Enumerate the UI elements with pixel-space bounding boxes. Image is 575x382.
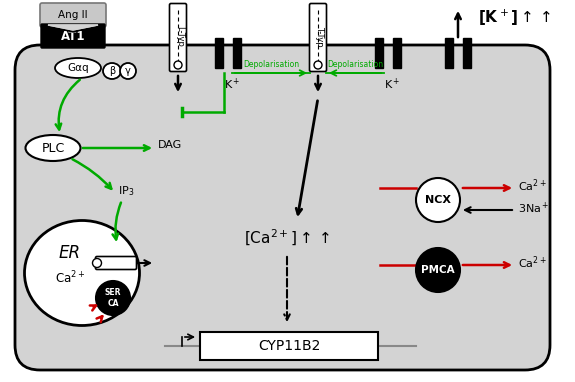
- Bar: [393, 38, 401, 68]
- Circle shape: [416, 248, 460, 292]
- Text: 3Na$^+$: 3Na$^+$: [518, 200, 550, 216]
- Text: IP$_3$: IP$_3$: [118, 184, 135, 198]
- FancyBboxPatch shape: [15, 45, 550, 370]
- Circle shape: [416, 178, 460, 222]
- Text: Depolarisation: Depolarisation: [243, 60, 299, 69]
- Circle shape: [93, 259, 102, 267]
- FancyBboxPatch shape: [41, 24, 105, 48]
- Text: Depolarisation: Depolarisation: [327, 60, 383, 69]
- Circle shape: [96, 281, 130, 315]
- Polygon shape: [48, 25, 98, 30]
- Text: Ang II: Ang II: [58, 10, 88, 21]
- Text: Ca$^{2+}$: Ca$^{2+}$: [55, 270, 85, 286]
- Text: Gαq: Gαq: [67, 63, 89, 73]
- Text: NCX: NCX: [425, 195, 451, 205]
- FancyBboxPatch shape: [40, 3, 106, 27]
- Text: Ca$^{2+}$: Ca$^{2+}$: [164, 0, 193, 2]
- Text: SER
CA: SER CA: [105, 288, 121, 308]
- Ellipse shape: [25, 135, 80, 161]
- Bar: [375, 38, 383, 68]
- Ellipse shape: [103, 63, 121, 79]
- Text: [Ca$^{2+}$]$\uparrow\uparrow$: [Ca$^{2+}$]$\uparrow\uparrow$: [244, 228, 330, 248]
- Text: L-Typ: L-Typ: [175, 26, 184, 47]
- Text: DAG: DAG: [158, 140, 182, 150]
- Ellipse shape: [55, 58, 101, 78]
- FancyBboxPatch shape: [170, 3, 186, 71]
- Bar: [445, 38, 453, 68]
- Text: PLC: PLC: [41, 141, 64, 154]
- Text: CYP11B2: CYP11B2: [258, 339, 320, 353]
- Text: T-Typ: T-Typ: [315, 26, 324, 46]
- Text: γ: γ: [125, 66, 131, 76]
- FancyBboxPatch shape: [309, 3, 327, 71]
- Bar: [200, 332, 378, 360]
- Circle shape: [314, 61, 322, 69]
- Text: β: β: [109, 66, 115, 76]
- Text: AT1: AT1: [61, 31, 85, 44]
- Bar: [215, 38, 223, 68]
- Ellipse shape: [25, 220, 140, 325]
- Ellipse shape: [120, 63, 136, 79]
- Text: PMCA: PMCA: [421, 265, 455, 275]
- Text: Ca$^{2+}$: Ca$^{2+}$: [518, 255, 547, 271]
- FancyBboxPatch shape: [95, 256, 136, 269]
- Text: K$^+$: K$^+$: [384, 77, 400, 92]
- Text: K$^+$: K$^+$: [224, 77, 240, 92]
- Circle shape: [174, 61, 182, 69]
- Text: Ca$^{2+}$: Ca$^{2+}$: [518, 178, 547, 194]
- Text: ER: ER: [59, 244, 81, 262]
- Polygon shape: [42, 25, 104, 32]
- Text: Ca$^{2+}$: Ca$^{2+}$: [304, 0, 332, 2]
- Bar: [233, 38, 241, 68]
- Bar: [463, 38, 471, 68]
- Text: [K$^+$]$\uparrow\uparrow$: [K$^+$]$\uparrow\uparrow$: [478, 8, 551, 28]
- Polygon shape: [48, 25, 98, 30]
